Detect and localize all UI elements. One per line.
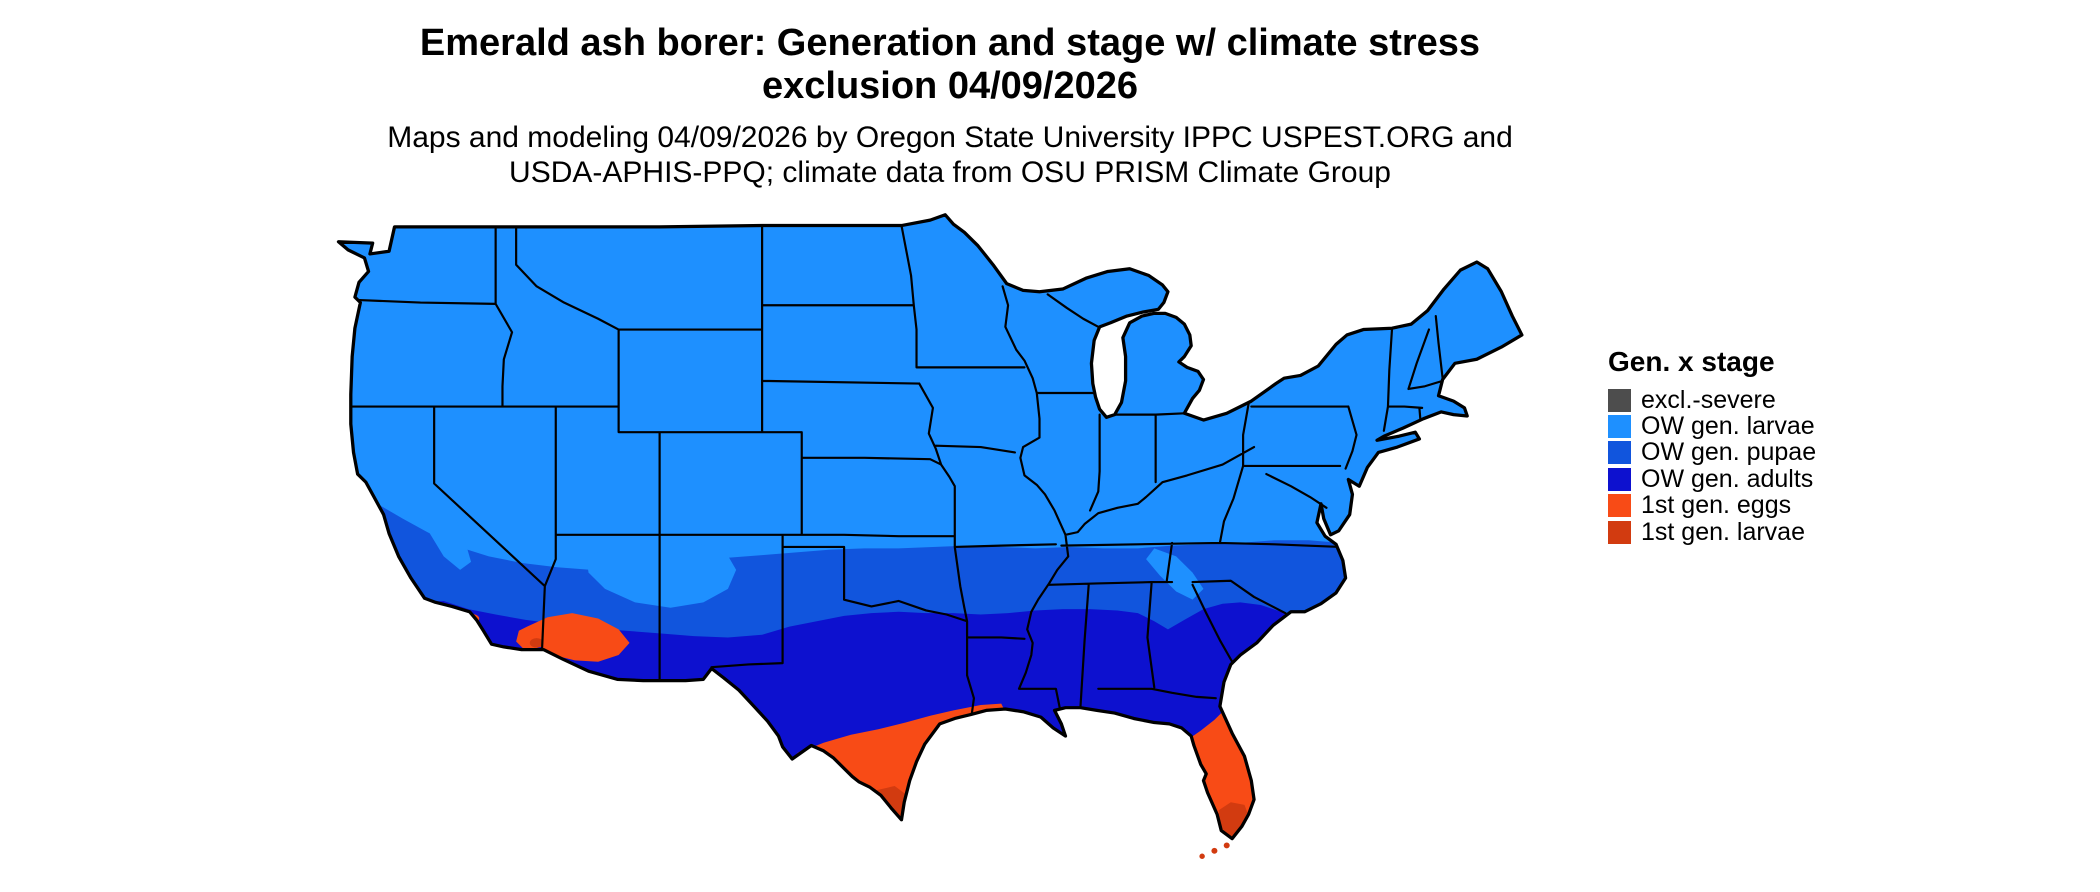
legend-label: 1st gen. larvae [1641,517,1805,546]
map-subtitle-line2: USDA-APHIS-PPQ; climate data from OSU PR… [509,156,1391,189]
map-title-line1: Emerald ash borer: Generation and stage … [419,22,1481,64]
legend-swatch-1st-larvae [1608,520,1631,544]
map-region-ow-larvae [338,214,1522,839]
legend-swatch-excl-severe [1608,388,1631,412]
legend-item-1st-eggs: 1st gen. eggs [1608,491,1816,520]
state-borders [349,224,1444,720]
legend-item-ow-larvae: OW gen. larvae [1608,412,1816,441]
map-region-1st-larvae [529,638,1249,839]
legend-label: OW gen. larvae [1641,412,1815,441]
legend-label: 1st gen. eggs [1641,491,1792,520]
florida-keys-dots [1199,842,1230,859]
map-title: Emerald ash borer: Generation and stage … [0,22,1900,108]
legend-label: OW gen. pupae [1641,438,1817,467]
legend-swatch-ow-pupae [1608,441,1631,465]
map-legend: Gen. x stage excl.-severe OW gen. larvae… [1608,346,1817,546]
legend-swatch-1st-eggs [1608,494,1631,518]
map-subtitle: Maps and modeling 04/09/2026 by Oregon S… [0,120,1900,190]
legend-label: OW gen. adults [1641,464,1814,493]
map-title-line2: exclusion 04/09/2026 [761,65,1139,107]
legend-item-excl-severe: excl.-severe [1608,385,1816,414]
legend-label: excl.-severe [1641,385,1776,414]
legend-item-1st-larvae: 1st gen. larvae [1608,517,1816,546]
legend-item-ow-pupae: OW gen. pupae [1608,438,1817,467]
legend-item-ow-adults: OW gen. adults [1608,464,1816,493]
legend-swatch-ow-larvae [1608,415,1631,439]
map-subtitle-line1: Maps and modeling 04/09/2026 by Oregon S… [387,121,1513,154]
us-map [336,213,1524,859]
legend-title: Gen. x stage [1608,346,1775,377]
map-region-highland-larvae [413,478,1204,608]
legend-swatch-ow-adults [1608,467,1631,491]
